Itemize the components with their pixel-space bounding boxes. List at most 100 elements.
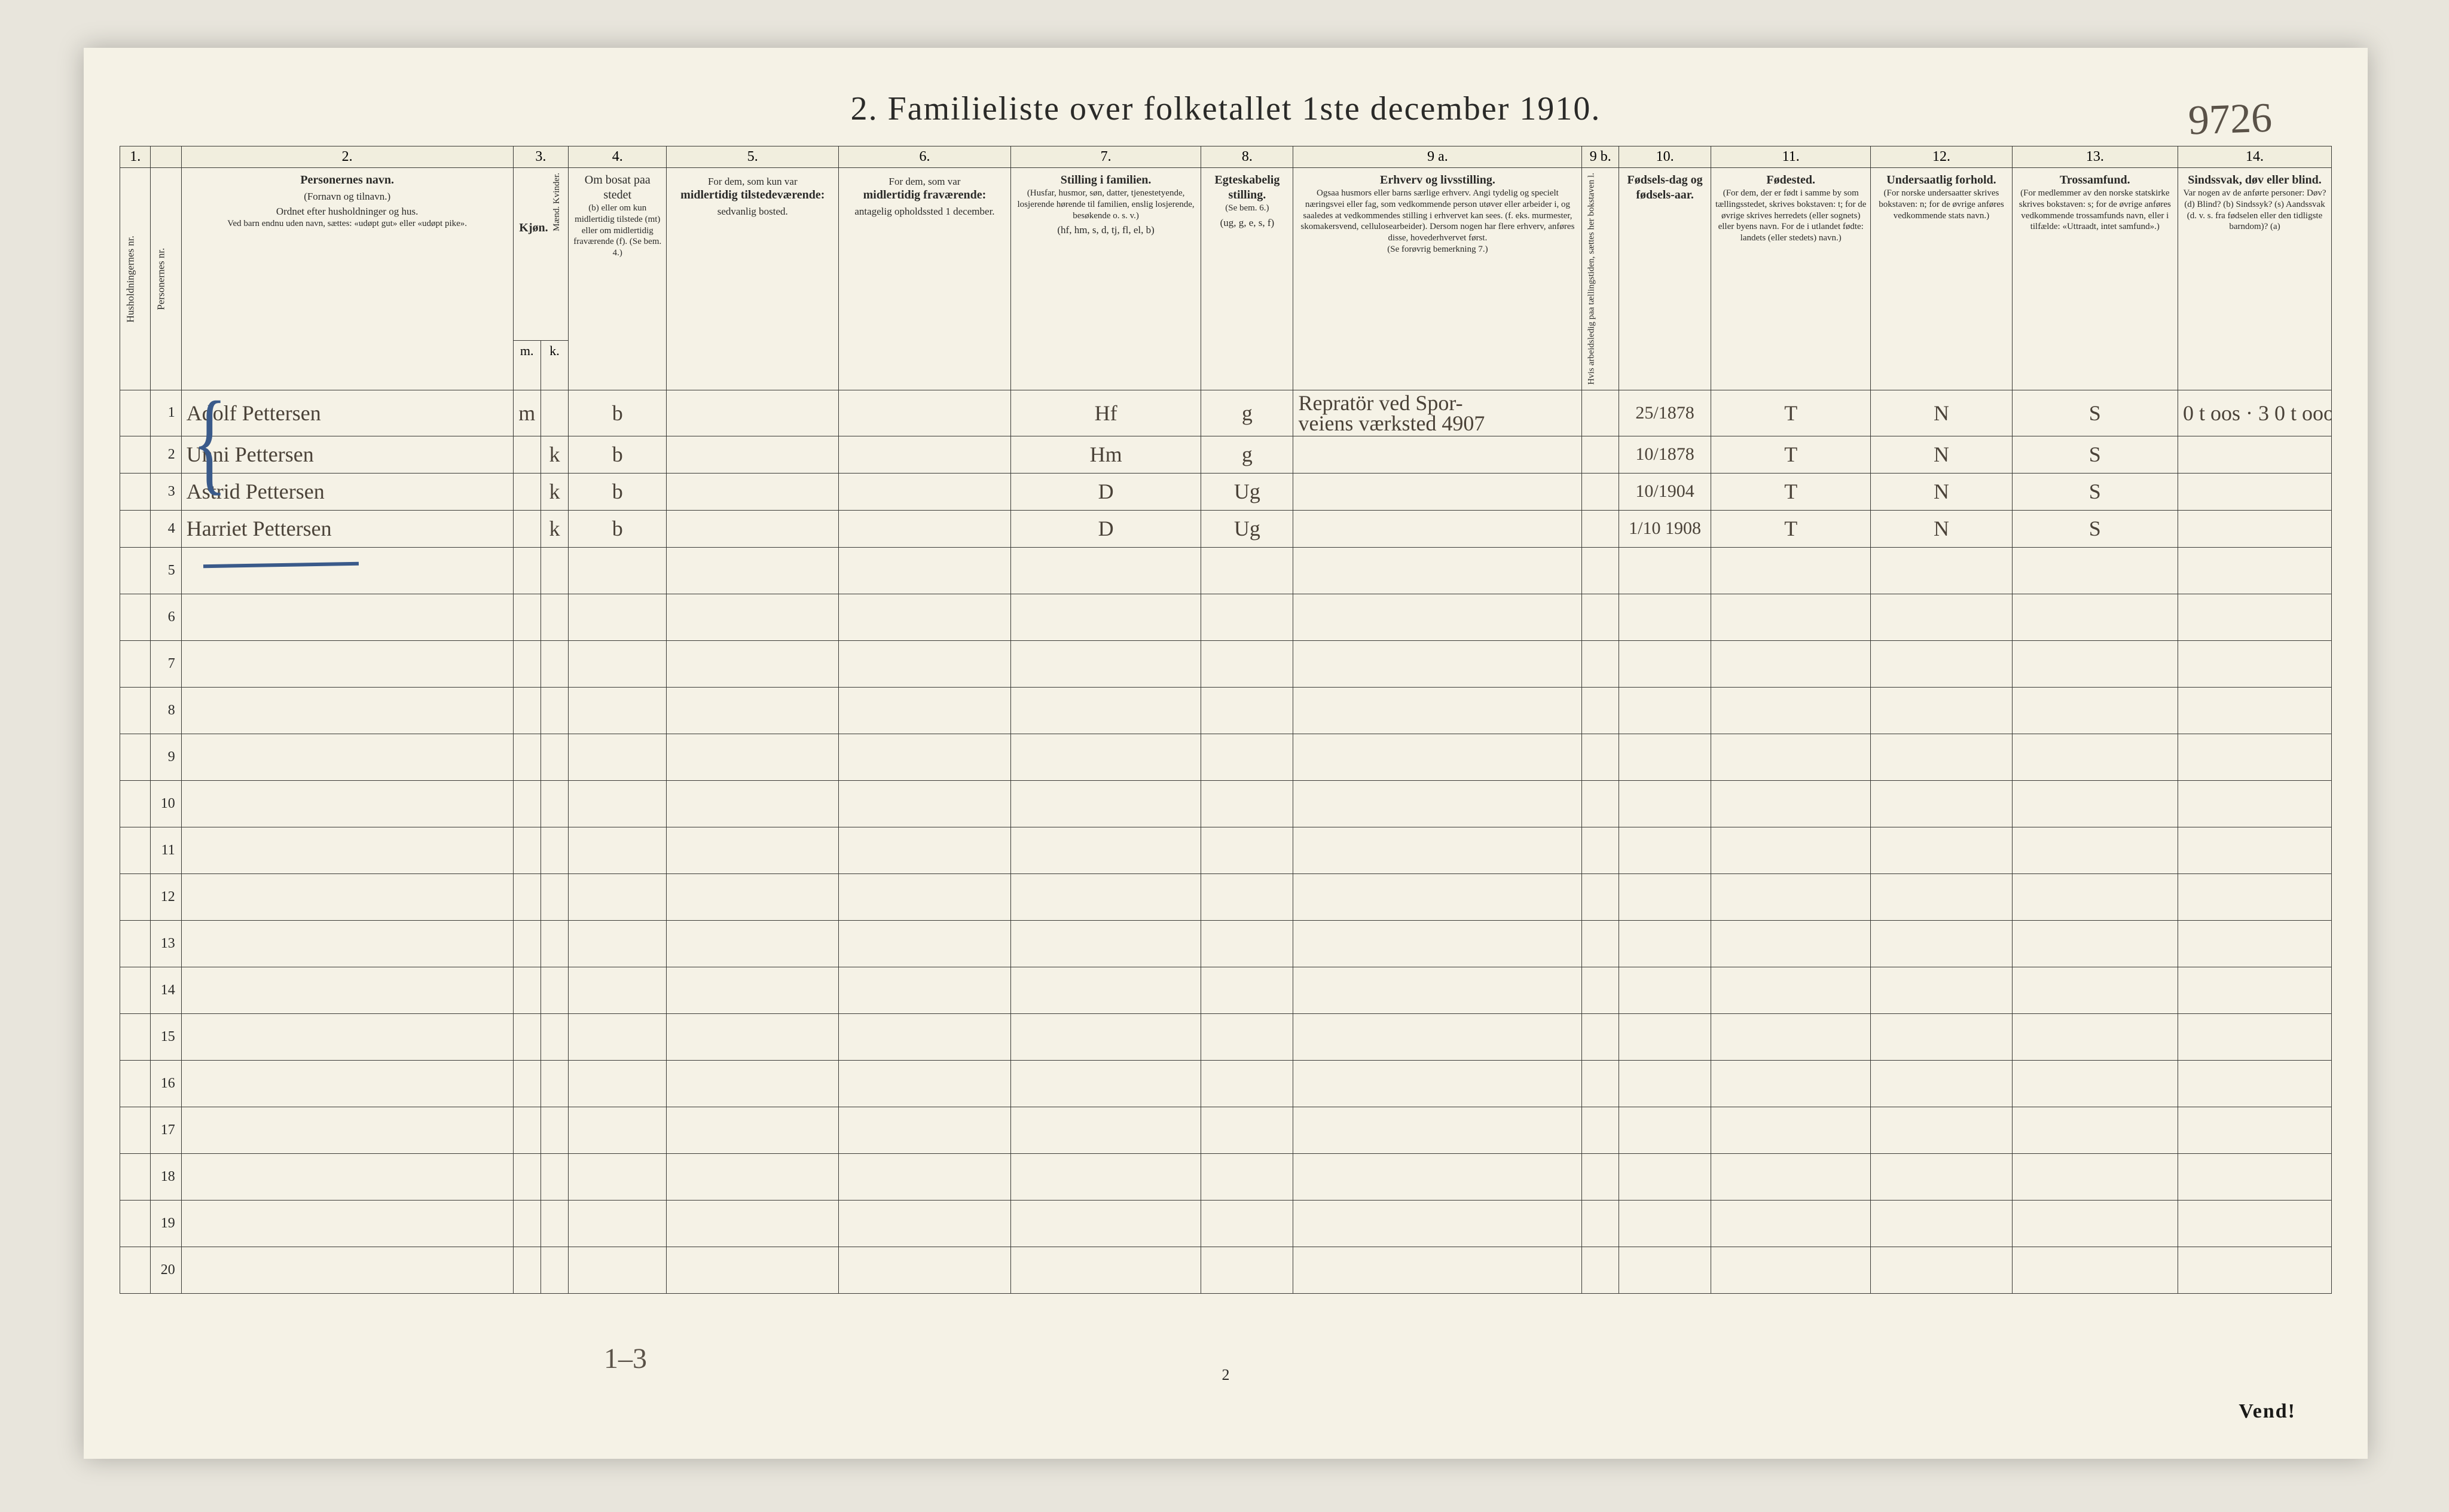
cell-blank <box>1711 920 1871 967</box>
page-number: 2 <box>1222 1366 1230 1384</box>
cell-blank <box>1871 594 2012 640</box>
table-row-blank: 19 <box>120 1200 2332 1247</box>
cell-blank <box>541 734 568 780</box>
hdr-c11-title: Fødested. <box>1766 173 1815 187</box>
cell-blank <box>1619 780 1711 827</box>
cell-blank <box>2178 1200 2332 1247</box>
cell-blank <box>1293 827 1582 873</box>
cell-blank <box>1293 687 1582 734</box>
table-row-blank: 13 <box>120 920 2332 967</box>
cell-blank <box>1711 1247 1871 1293</box>
cell-blank <box>569 780 667 827</box>
cell-person-no: 5 <box>151 547 181 594</box>
table-row-blank: 20 <box>120 1247 2332 1293</box>
cell-sex-k: k <box>541 473 568 510</box>
cell-blank <box>1201 1013 1293 1060</box>
cell-blank <box>569 1107 667 1153</box>
cell-birthplace: T <box>1711 390 1871 436</box>
table-row-blank: 16 <box>120 1060 2332 1107</box>
cell-blank <box>1619 1107 1711 1153</box>
cell-blank <box>541 827 568 873</box>
cell-disability <box>2178 436 2332 473</box>
cell-household-no <box>120 547 151 594</box>
cell-blank <box>1010 547 1201 594</box>
cell-blank <box>1619 547 1711 594</box>
cell-unemployed <box>1582 390 1619 436</box>
cell-blank <box>2178 594 2332 640</box>
cell-blank <box>2178 1060 2332 1107</box>
cell-household-no <box>120 473 151 510</box>
hdr-temp-present: For dem, som kun var midlertidig tilsted… <box>667 168 839 390</box>
cell-blank <box>1582 967 1619 1013</box>
cell-blank <box>2178 1013 2332 1060</box>
cell-blank <box>667 1013 839 1060</box>
cell-blank <box>181 1060 513 1107</box>
hdr-religion: Trossamfund. (For medlemmer av den norsk… <box>2012 168 2178 390</box>
cell-blank <box>1582 547 1619 594</box>
cell-disability <box>2178 473 2332 510</box>
cell-blank <box>569 687 667 734</box>
cell-blank <box>541 1247 568 1293</box>
cell-blank <box>181 1247 513 1293</box>
cell-blank <box>2178 873 2332 920</box>
hdr-c6-tail: antagelig opholdssted 1 december. <box>842 205 1007 218</box>
cell-person-no: 17 <box>151 1107 181 1153</box>
hdr-sex-sub: Mænd. Kvinder. <box>551 173 563 231</box>
hdr-unemployed: Hvis arbeidsledig paa tællingstiden, sæt… <box>1582 168 1619 390</box>
hdr-c14-body: Var nogen av de anførte personer: Døv? (… <box>2182 188 2328 233</box>
cell-blank <box>1010 640 1201 687</box>
table-row-blank: 15 <box>120 1013 2332 1060</box>
cell-sex-m <box>513 473 541 510</box>
cell-blank <box>513 640 541 687</box>
colnum: 7. <box>1010 146 1201 168</box>
cell-blank <box>667 594 839 640</box>
cell-disability <box>2178 510 2332 547</box>
cell-blank <box>1201 687 1293 734</box>
hdr-marital: Egteskabelig stilling. (Se bem. 6.) (ug,… <box>1201 168 1293 390</box>
cell-household-no <box>120 1200 151 1247</box>
cell-blank <box>1201 920 1293 967</box>
cell-blank <box>839 547 1011 594</box>
cell-blank <box>1293 734 1582 780</box>
cell-c5 <box>667 510 839 547</box>
cell-family-pos: Hm <box>1010 436 1201 473</box>
cell-blank <box>181 687 513 734</box>
colnum: 2. <box>181 146 513 168</box>
cell-blank <box>181 640 513 687</box>
cell-name: Unni Pettersen <box>181 436 513 473</box>
cell-c6 <box>839 390 1011 436</box>
cell-household-no <box>120 1153 151 1200</box>
table-row-blank: 6 <box>120 594 2332 640</box>
cell-blank <box>569 594 667 640</box>
hdr-household-no: Husholdningernes nr. <box>120 168 151 390</box>
cell-person-no: 13 <box>151 920 181 967</box>
hdr-family-pos: Stilling i familien. (Husfar, husmor, sø… <box>1010 168 1201 390</box>
cell-blank <box>667 1107 839 1153</box>
cell-blank <box>2012 967 2178 1013</box>
cell-blank <box>513 1107 541 1153</box>
hdr-person-no: Personernes nr. <box>151 168 181 390</box>
cell-blank <box>839 967 1011 1013</box>
blue-bracket-annotation: { <box>193 376 227 508</box>
cell-birthplace: T <box>1711 473 1871 510</box>
colnum: 12. <box>1871 146 2012 168</box>
cell-blank <box>1010 1107 1201 1153</box>
cell-blank <box>569 827 667 873</box>
hdr-c12-title: Undersaatlig forhold. <box>1886 173 1996 187</box>
cell-marital: Ug <box>1201 473 1293 510</box>
cell-blank <box>1293 1107 1582 1153</box>
cell-blank <box>1619 873 1711 920</box>
cell-household-no <box>120 780 151 827</box>
hdr-c8-title: Egteskabelig stilling. <box>1214 173 1280 201</box>
cell-blank <box>667 687 839 734</box>
cell-blank <box>513 873 541 920</box>
cell-blank <box>541 594 568 640</box>
cell-blank <box>1582 734 1619 780</box>
cell-blank <box>1201 1247 1293 1293</box>
cell-blank <box>1582 1200 1619 1247</box>
cell-blank <box>513 687 541 734</box>
cell-blank <box>2178 920 2332 967</box>
cell-blank <box>181 1153 513 1200</box>
cell-blank <box>1619 1200 1711 1247</box>
cell-blank <box>1010 687 1201 734</box>
